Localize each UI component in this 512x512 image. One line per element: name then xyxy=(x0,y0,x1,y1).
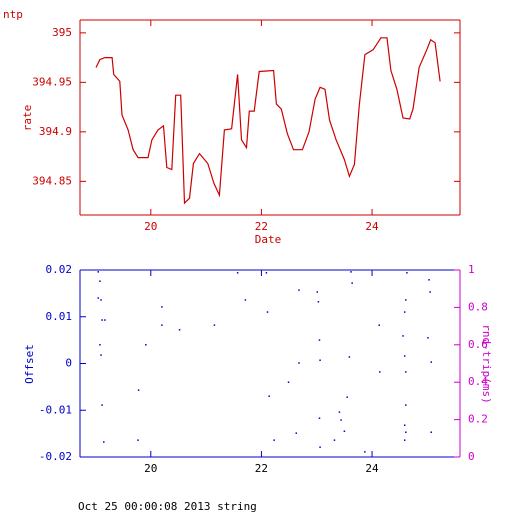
data-point xyxy=(145,344,147,346)
data-line xyxy=(95,37,441,205)
data-point xyxy=(213,324,216,326)
data-point xyxy=(340,419,342,421)
data-point xyxy=(137,439,139,441)
data-point xyxy=(405,299,407,301)
data-point xyxy=(364,451,366,453)
data-point xyxy=(265,272,268,274)
x-axis-label: Date xyxy=(255,233,282,246)
data-point xyxy=(338,411,341,413)
data-point xyxy=(430,431,432,433)
y-tick-label: 394.85 xyxy=(32,174,72,187)
data-point xyxy=(405,404,407,406)
footer: Oct 25 00:00:08 2013 string xyxy=(78,500,257,512)
data-point xyxy=(161,324,163,326)
data-point xyxy=(97,271,100,273)
y-tick-label: 0.01 xyxy=(46,310,73,323)
data-point xyxy=(403,439,406,441)
y2-tick-label: 1 xyxy=(468,263,475,276)
y-tick-label: -0.01 xyxy=(39,403,72,416)
y2-tick-label: 0.4 xyxy=(468,375,488,388)
data-point xyxy=(295,432,298,434)
x-tick-label: 22 xyxy=(255,462,268,475)
y-tick-label: 394.95 xyxy=(32,75,72,88)
data-point xyxy=(317,301,320,303)
data-point xyxy=(346,396,348,398)
data-point xyxy=(97,297,100,299)
data-point xyxy=(100,354,102,356)
data-point xyxy=(101,319,103,321)
y-tick-label: 395 xyxy=(52,26,72,39)
y-axis-label: Offset xyxy=(23,344,36,384)
y-tick-label: 0 xyxy=(65,357,72,370)
data-point xyxy=(318,417,321,419)
data-point xyxy=(378,324,380,326)
data-point xyxy=(428,279,430,281)
data-point xyxy=(99,280,101,282)
data-point xyxy=(273,439,275,441)
data-point xyxy=(319,446,321,448)
y2-axis-label: rnd-trip(ms) xyxy=(480,324,493,403)
data-point xyxy=(343,430,346,433)
data-point xyxy=(427,337,429,339)
data-point xyxy=(103,441,105,443)
x-tick-label: 24 xyxy=(365,462,379,475)
y-axis-label: rate xyxy=(21,105,34,132)
data-point xyxy=(405,431,407,433)
data-point xyxy=(99,344,101,346)
data-point xyxy=(430,361,432,363)
data-point xyxy=(348,356,351,358)
data-point xyxy=(405,371,407,373)
data-point xyxy=(402,335,404,337)
y2-tick-label: 0.8 xyxy=(468,300,488,313)
x-tick-label: 20 xyxy=(144,462,157,475)
data-point xyxy=(178,329,181,331)
data-point xyxy=(319,359,321,361)
y2-tick-label: 0.6 xyxy=(468,338,488,351)
x-tick-label: 22 xyxy=(255,220,268,233)
data-point xyxy=(100,299,102,301)
data-point xyxy=(101,404,103,406)
y-tick-label: 394.9 xyxy=(39,125,72,138)
y-tick-label: -0.02 xyxy=(39,450,72,463)
data-point xyxy=(137,389,140,391)
data-point xyxy=(403,424,406,426)
data-point xyxy=(298,362,300,364)
data-point xyxy=(266,311,269,313)
data-point xyxy=(287,381,290,383)
data-point xyxy=(236,272,239,274)
data-point xyxy=(318,339,321,341)
chart-title: ntp xyxy=(3,8,23,21)
data-point xyxy=(244,299,247,301)
data-point xyxy=(268,395,270,397)
x-tick-label: 24 xyxy=(365,220,379,233)
data-point xyxy=(406,272,408,274)
data-point xyxy=(351,282,353,284)
y-tick-label: 0.02 xyxy=(46,263,73,276)
data-point xyxy=(298,289,300,291)
y2-tick-label: 0 xyxy=(468,450,475,463)
data-point xyxy=(333,439,336,441)
data-point xyxy=(429,291,431,293)
x-tick-label: 20 xyxy=(144,220,157,233)
data-point xyxy=(350,271,352,273)
data-point xyxy=(104,319,106,321)
data-point xyxy=(403,311,406,313)
data-point xyxy=(403,355,406,357)
data-point xyxy=(316,291,319,293)
data-point xyxy=(161,306,163,308)
y2-tick-label: 0.2 xyxy=(468,413,488,426)
data-point xyxy=(379,371,381,373)
